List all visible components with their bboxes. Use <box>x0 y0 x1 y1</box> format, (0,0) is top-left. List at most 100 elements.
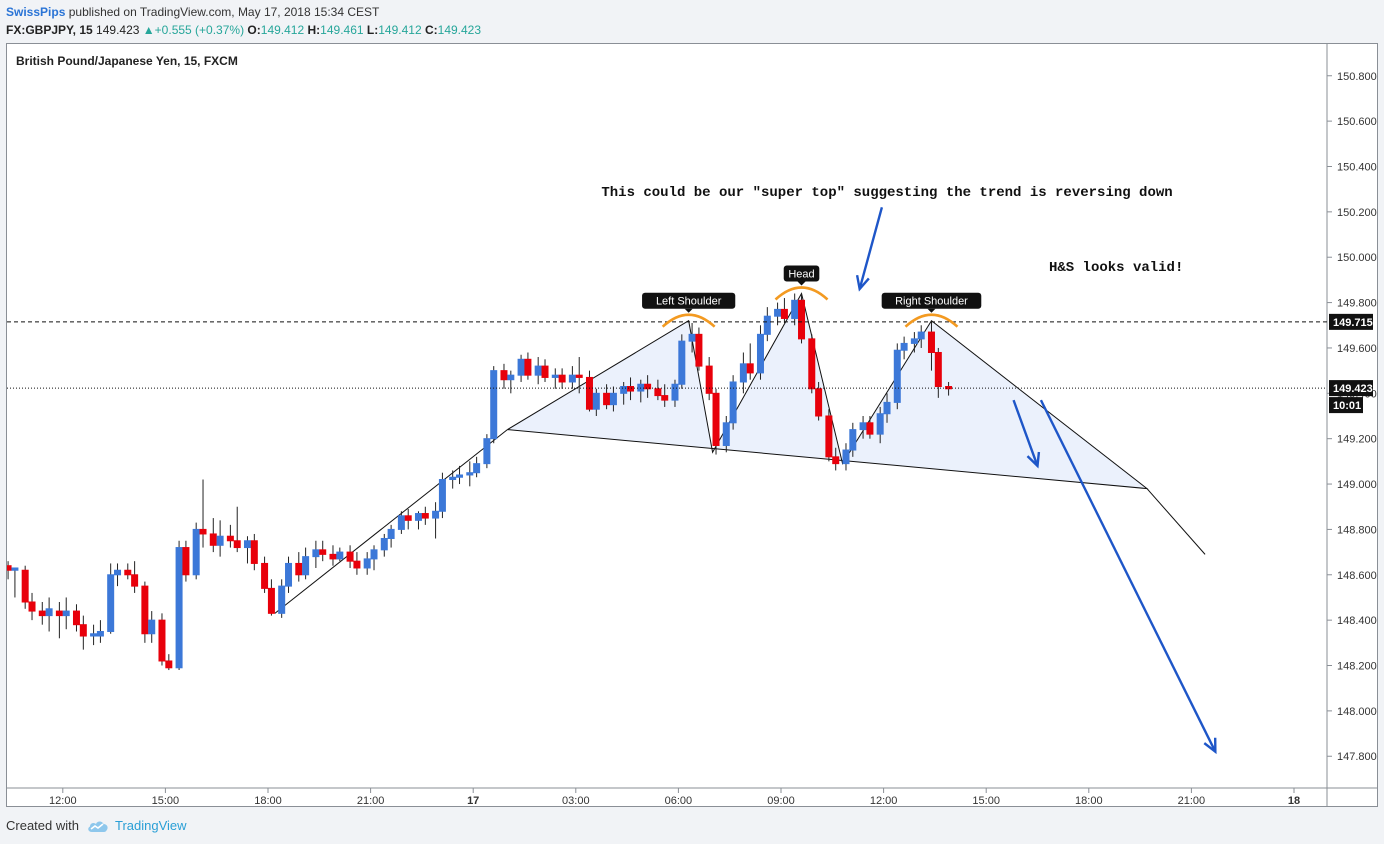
candle <box>620 381 628 405</box>
author-link[interactable]: SwissPips <box>6 5 66 19</box>
last-price: 149.423 <box>96 23 140 37</box>
pattern-arc <box>661 313 716 328</box>
candle-body <box>568 374 576 383</box>
candle-body <box>490 370 498 440</box>
candle <box>45 597 53 632</box>
candle <box>456 465 464 485</box>
chart-frame[interactable]: 150.800 150.600 150.400 150.200 150.000 149.8… <box>6 43 1378 807</box>
hs-pattern-fill <box>507 293 1147 489</box>
candle <box>11 567 19 598</box>
candle <box>517 354 525 382</box>
y-tick-label: 148.800 <box>1337 524 1377 536</box>
candle-body <box>893 349 901 403</box>
candle-body <box>808 338 816 390</box>
pattern-tag: Head <box>783 265 820 286</box>
x-tick-label: 12:00 <box>49 795 77 806</box>
candle <box>131 561 139 593</box>
candle-body <box>278 585 286 614</box>
candle-body <box>695 333 703 367</box>
candle-body <box>267 587 275 614</box>
candle-body <box>90 633 98 637</box>
countdown-label: 10:01 <box>1333 400 1361 412</box>
candle <box>165 654 173 671</box>
y-tick-label: 148.600 <box>1337 570 1377 582</box>
candle <box>124 563 132 580</box>
tag-background <box>881 292 982 309</box>
chart-title: British Pound/Japanese Yen, 15, FXCM <box>16 54 238 68</box>
candle <box>763 307 771 342</box>
candle <box>798 293 806 344</box>
y-tick-label: 149.200 <box>1337 434 1377 446</box>
candle <box>883 393 891 423</box>
candle <box>808 334 816 394</box>
candle-body <box>96 630 104 637</box>
candle-body <box>148 619 156 635</box>
candle <box>449 470 457 489</box>
candle <box>568 366 576 389</box>
candle <box>158 613 166 666</box>
price-tag-label: 149.715 <box>1333 317 1373 329</box>
candle-body <box>524 358 532 376</box>
candle-body <box>644 383 652 390</box>
x-tick-label: 12:00 <box>870 795 898 806</box>
candle <box>917 325 925 348</box>
candle-body <box>28 601 36 612</box>
x-tick-label: 15:00 <box>152 795 180 806</box>
tag-background <box>642 292 736 309</box>
candle-body <box>353 560 361 569</box>
candle <box>473 456 481 478</box>
candle <box>329 545 337 566</box>
candle <box>397 511 405 534</box>
y-tick-label: 148.200 <box>1337 661 1377 673</box>
candle-body <box>72 610 80 626</box>
candle-body <box>55 610 63 617</box>
candle <box>780 298 788 323</box>
candle-body <box>934 351 942 388</box>
candle-body <box>756 333 764 374</box>
candle <box>524 352 532 380</box>
candlestick-chart[interactable]: 150.800 150.600 150.400 150.200 150.000 149.8… <box>7 44 1377 806</box>
candle <box>96 620 104 643</box>
candle-body <box>7 565 12 571</box>
symbol-info-bar: FX:GBPJPY, 15 149.423 ▲+0.555 (+0.37%) O… <box>6 23 481 37</box>
candle <box>79 615 87 650</box>
candle-body <box>243 540 251 549</box>
y-tick-label: 148.000 <box>1337 706 1377 718</box>
candle-body <box>336 551 344 560</box>
candle-body <box>226 535 234 542</box>
y-tick-label: 150.200 <box>1337 207 1377 219</box>
candle <box>90 624 98 646</box>
candle <box>28 592 36 621</box>
candle-body <box>627 386 635 392</box>
candle <box>483 434 491 469</box>
candle <box>226 524 234 548</box>
candle <box>729 375 737 430</box>
candle <box>7 561 12 580</box>
open-label: O: <box>247 23 261 37</box>
candle <box>627 377 635 401</box>
candle <box>107 563 115 634</box>
close-value: 149.423 <box>437 23 482 37</box>
candle-body <box>449 476 457 481</box>
arrow-shaft <box>1039 399 1217 753</box>
candle <box>945 381 953 396</box>
candle-body <box>45 608 53 617</box>
candle <box>380 533 388 557</box>
tradingview-cloud-icon <box>88 821 108 832</box>
candle <box>490 366 498 444</box>
y-tick-label: 149.000 <box>1337 479 1377 491</box>
candle <box>688 323 696 353</box>
candle-body <box>233 540 241 549</box>
candle-body <box>763 315 771 335</box>
candle <box>302 547 310 580</box>
x-tick-label: 03:00 <box>562 795 590 806</box>
candle <box>243 536 251 564</box>
x-tick-label: 18:00 <box>254 795 282 806</box>
candle-body <box>124 569 132 576</box>
candle-body <box>729 381 737 424</box>
candle-body <box>483 438 491 465</box>
tag-background <box>783 265 820 282</box>
price-tag-bg <box>1329 380 1373 397</box>
tradingview-brand-link[interactable]: TradingView <box>114 818 187 833</box>
candle-body <box>363 558 371 569</box>
